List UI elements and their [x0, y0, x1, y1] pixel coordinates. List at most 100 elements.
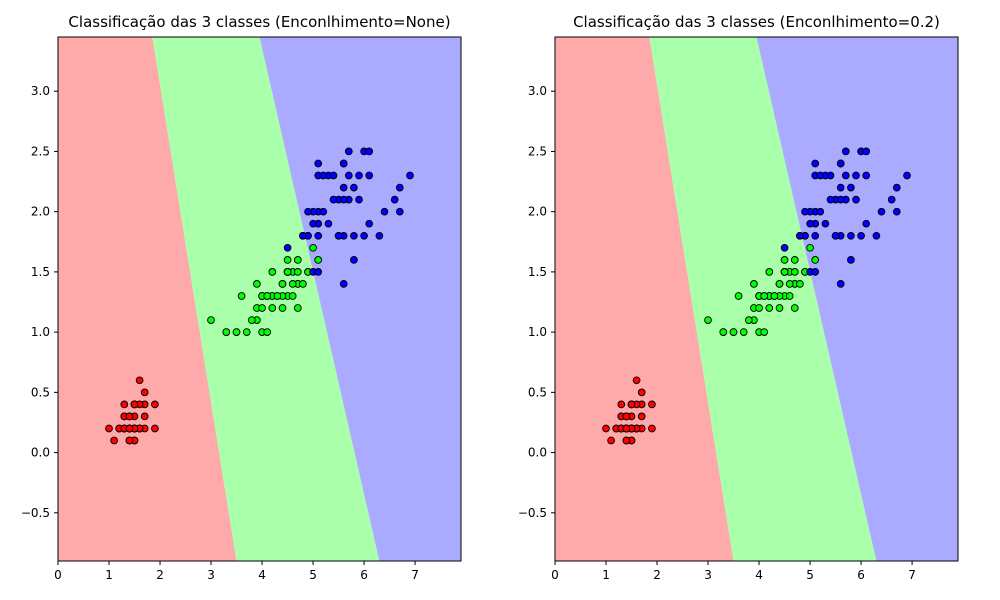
data-point-class-0 — [637, 388, 646, 397]
data-point-class-2 — [892, 183, 901, 192]
data-point-class-1 — [288, 280, 297, 288]
data-point-class-0 — [140, 388, 149, 397]
data-point-class-1 — [790, 304, 799, 312]
y-tick-label: 0.5 — [528, 385, 547, 399]
data-point-class-2 — [847, 256, 855, 264]
data-point-class-2 — [406, 171, 414, 180]
data-point-class-2 — [355, 171, 363, 180]
subplot-shrinkage-none: Classificação das 3 classes (Enconlhimen… — [21, 13, 462, 582]
data-point-class-2 — [350, 183, 358, 192]
data-point-class-2 — [365, 219, 374, 228]
data-point-class-2 — [836, 183, 845, 192]
data-point-class-2 — [314, 231, 323, 240]
data-point-class-1 — [222, 328, 231, 336]
data-point-class-2 — [811, 268, 820, 276]
data-point-class-0 — [607, 436, 615, 445]
region-class-0 — [555, 37, 734, 561]
data-point-class-0 — [110, 436, 118, 445]
x-tick-label: 6 — [360, 568, 368, 582]
x-tick-label: 3 — [207, 568, 215, 582]
data-point-class-0 — [135, 376, 144, 385]
data-point-class-2 — [314, 268, 323, 276]
data-point-class-1 — [780, 268, 789, 276]
x-tick-label: 2 — [653, 568, 661, 582]
data-point-class-1 — [232, 328, 241, 336]
y-tick-label: −0.5 — [518, 506, 547, 520]
y-tick-label: 3.0 — [528, 84, 547, 98]
data-point-class-1 — [207, 316, 215, 324]
y-tick-label: 0.5 — [31, 385, 50, 399]
data-point-class-2 — [862, 147, 871, 156]
data-point-class-0 — [125, 436, 134, 445]
x-tick-label: 5 — [309, 568, 317, 582]
data-point-class-1 — [734, 292, 743, 300]
data-point-class-0 — [622, 436, 631, 445]
data-point-class-0 — [125, 424, 134, 433]
data-point-class-1 — [775, 304, 784, 312]
y-tick-label: 2.0 — [528, 205, 547, 219]
data-point-class-2 — [841, 171, 850, 180]
data-point-class-1 — [273, 292, 282, 300]
data-point-class-1 — [719, 328, 728, 336]
data-point-class-2 — [806, 219, 814, 228]
data-point-class-1 — [293, 256, 302, 264]
data-point-class-2 — [304, 207, 312, 216]
y-tick-label: 1.0 — [31, 325, 50, 339]
data-point-class-2 — [821, 219, 830, 228]
data-point-class-1 — [785, 292, 794, 300]
data-point-class-2 — [816, 207, 825, 216]
data-point-class-2 — [826, 195, 835, 204]
data-point-class-2 — [350, 231, 358, 240]
data-point-class-0 — [151, 424, 159, 433]
chart-title: Classificação das 3 classes (Enconlhimen… — [573, 13, 940, 31]
plot-frame — [554, 36, 959, 562]
y-tick-label: 0.0 — [528, 446, 547, 460]
data-point-class-2 — [395, 183, 404, 192]
data-point-class-1 — [760, 328, 769, 336]
data-point-class-0 — [648, 400, 656, 409]
data-point-class-2 — [903, 171, 911, 180]
data-point-class-1 — [765, 268, 774, 276]
data-point-class-1 — [704, 316, 712, 324]
data-point-class-1 — [314, 256, 323, 264]
data-point-class-0 — [602, 424, 610, 433]
data-point-class-1 — [293, 268, 302, 276]
data-point-class-1 — [770, 292, 779, 300]
data-point-class-0 — [105, 424, 113, 433]
data-point-class-0 — [637, 412, 646, 421]
data-point-class-0 — [617, 400, 626, 409]
data-point-class-1 — [283, 256, 292, 264]
data-point-class-1 — [806, 243, 814, 252]
x-tick-label: 1 — [602, 568, 610, 582]
data-point-class-0 — [648, 424, 656, 433]
data-point-class-2 — [811, 231, 820, 240]
data-point-class-2 — [836, 195, 845, 204]
data-point-class-1 — [309, 243, 317, 252]
data-point-class-1 — [263, 292, 272, 300]
data-point-class-2 — [355, 195, 363, 204]
data-point-class-2 — [339, 159, 348, 168]
data-point-class-2 — [852, 195, 860, 204]
data-point-class-2 — [862, 171, 871, 180]
data-point-class-1 — [765, 304, 774, 312]
data-point-class-2 — [283, 243, 292, 252]
x-tick-label: 1 — [105, 568, 113, 582]
data-point-class-1 — [278, 280, 287, 288]
subplot-shrinkage-0-2: Classificação das 3 classes (Enconlhimen… — [518, 13, 959, 582]
data-point-class-1 — [263, 328, 272, 336]
data-point-class-0 — [120, 400, 129, 409]
y-tick-label: 0.0 — [31, 446, 50, 460]
data-point-class-2 — [324, 219, 333, 228]
data-point-class-1 — [258, 304, 266, 312]
data-point-class-2 — [334, 231, 343, 240]
data-point-class-2 — [360, 231, 368, 240]
data-point-class-1 — [247, 316, 256, 324]
data-point-class-0 — [151, 400, 159, 409]
data-point-class-2 — [299, 231, 307, 240]
region-class-0 — [58, 37, 237, 561]
x-tick-label: 0 — [54, 568, 62, 582]
data-point-class-2 — [319, 171, 328, 180]
data-point-class-1 — [755, 304, 763, 312]
data-point-class-0 — [130, 400, 139, 409]
x-tick-label: 6 — [857, 568, 865, 582]
